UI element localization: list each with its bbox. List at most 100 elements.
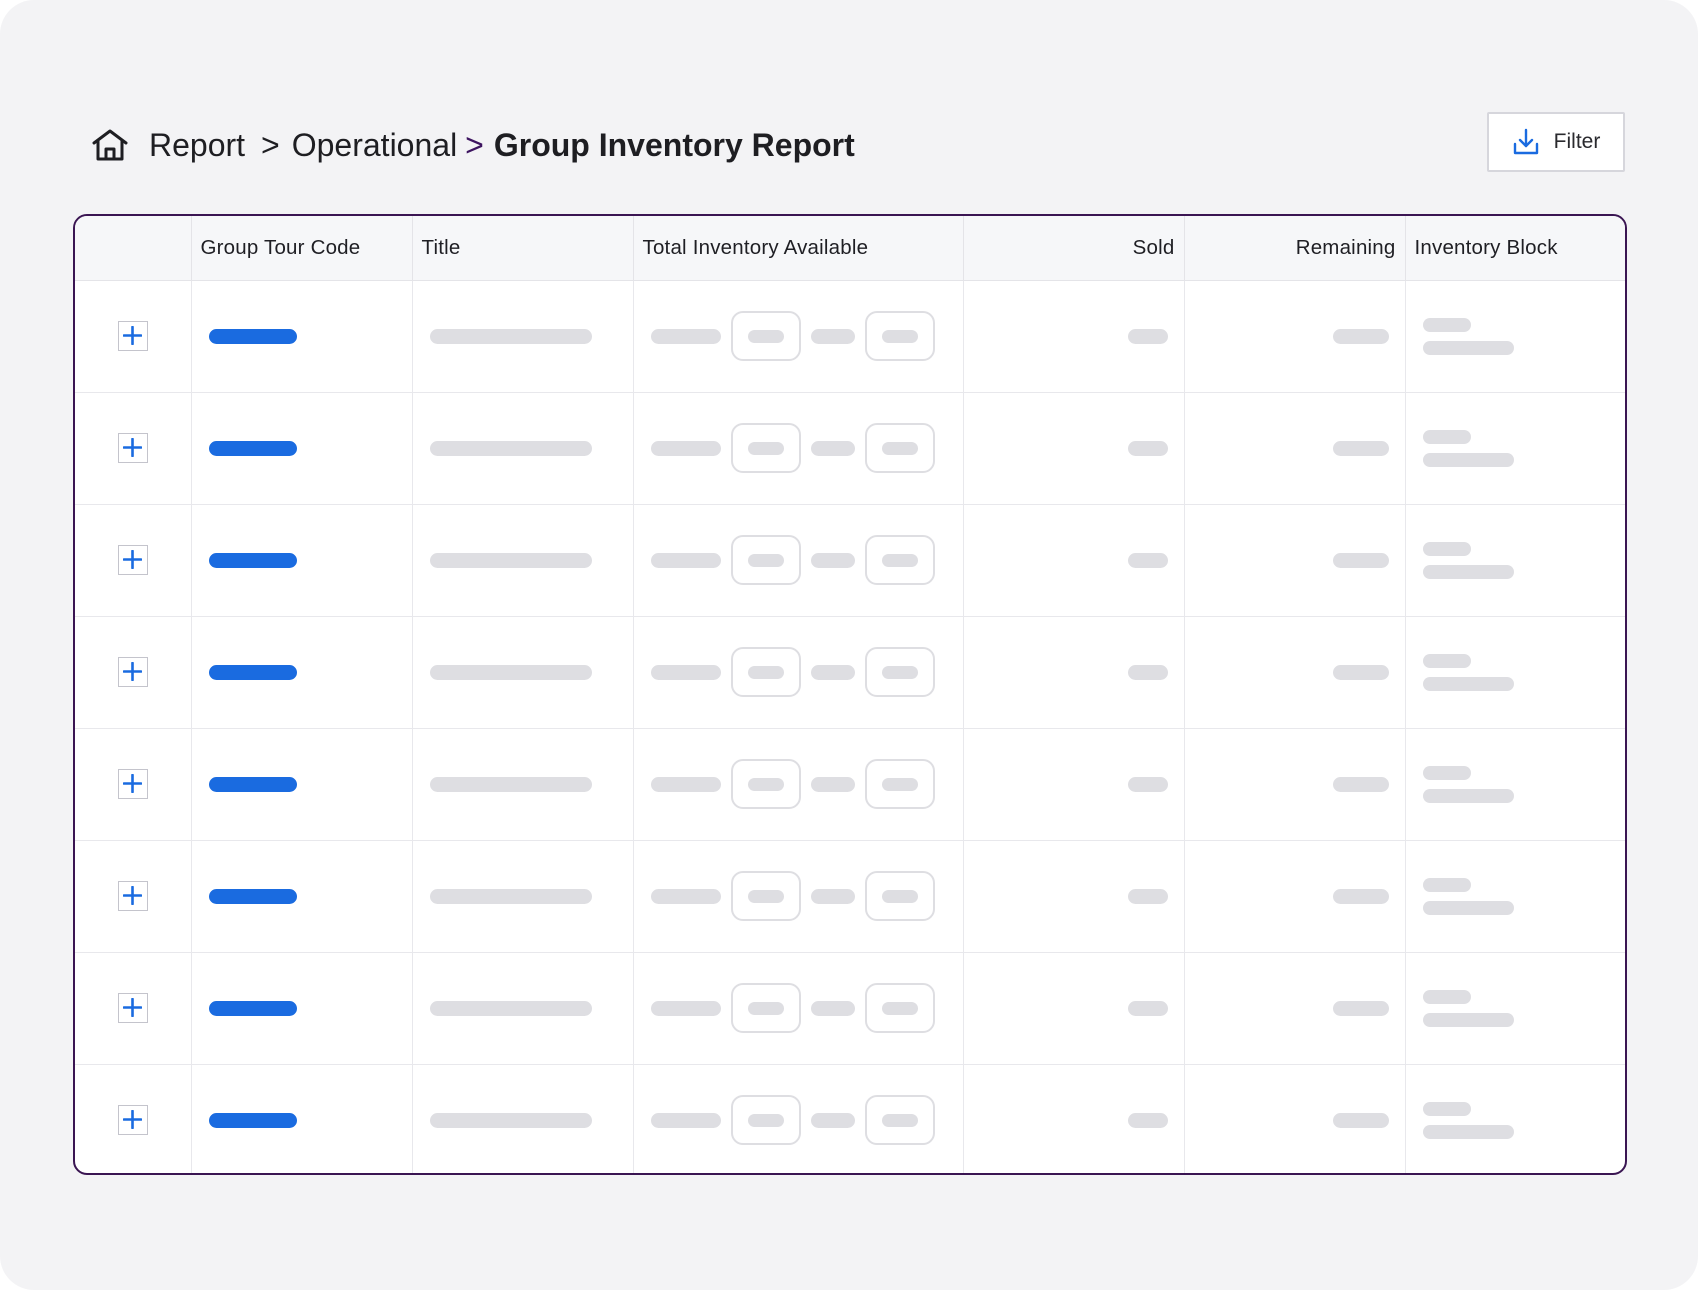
inventory-input-pill[interactable]: [864, 983, 935, 1033]
inventory-separator-placeholder: [810, 328, 855, 344]
group-tour-code-link-placeholder[interactable]: [208, 776, 297, 792]
sold-placeholder: [1127, 552, 1168, 568]
remaining-placeholder: [1332, 552, 1389, 568]
total-inventory-cell: [633, 616, 964, 729]
column-header-inventory-block[interactable]: Inventory Block: [1405, 216, 1625, 281]
group-tour-code-cell: [191, 728, 413, 841]
column-header-title[interactable]: Title: [412, 216, 634, 281]
column-header-group-tour-code[interactable]: Group Tour Code: [191, 216, 413, 281]
sold-cell: [963, 728, 1185, 841]
column-header-total-inventory-available[interactable]: Total Inventory Available: [633, 216, 964, 281]
group-tour-code-link-placeholder[interactable]: [208, 888, 297, 904]
expand-cell: [75, 616, 192, 729]
inventory-input-pill[interactable]: [730, 983, 801, 1033]
inventory-separator-placeholder: [810, 776, 855, 792]
remaining-cell: [1184, 1064, 1406, 1173]
table-row[interactable]: [75, 504, 1625, 617]
inventory-value-placeholder: [650, 328, 721, 344]
group-tour-code-link-placeholder[interactable]: [208, 1000, 297, 1016]
total-inventory-cell: [633, 392, 964, 505]
inventory-input-pill[interactable]: [864, 1095, 935, 1146]
title-placeholder: [429, 440, 592, 456]
home-icon[interactable]: [91, 128, 129, 162]
inventory-input-pill[interactable]: [864, 535, 935, 585]
column-header-sold[interactable]: Sold: [963, 216, 1185, 281]
inventory-block-placeholder: [1422, 429, 1471, 444]
inventory-input-pill[interactable]: [864, 311, 935, 361]
remaining-placeholder: [1332, 888, 1389, 904]
table-row[interactable]: [75, 1064, 1625, 1173]
table-row[interactable]: [75, 952, 1625, 1065]
expand-row-button[interactable]: [118, 321, 148, 351]
expand-cell: [75, 1064, 192, 1173]
inventory-input-pill[interactable]: [730, 1095, 801, 1146]
plus-icon: [123, 326, 142, 345]
inventory-block-placeholder: [1422, 1124, 1514, 1139]
inventory-block-placeholder: [1422, 877, 1471, 892]
inventory-input-pill[interactable]: [730, 535, 801, 585]
remaining-placeholder: [1332, 440, 1389, 456]
group-tour-code-link-placeholder[interactable]: [208, 664, 297, 680]
pill-value-placeholder: [747, 889, 784, 903]
total-inventory-cell: [633, 504, 964, 617]
expand-row-button[interactable]: [118, 881, 148, 911]
total-inventory-cell: [633, 840, 964, 953]
plus-icon: [123, 662, 142, 681]
title-placeholder: [429, 776, 592, 792]
filter-button[interactable]: Filter: [1487, 112, 1625, 172]
group-tour-code-link-placeholder[interactable]: [208, 552, 297, 568]
table-row[interactable]: [75, 616, 1625, 729]
inventory-input-pill[interactable]: [864, 759, 935, 809]
total-inventory-cell: [633, 1064, 964, 1173]
remaining-placeholder: [1332, 1112, 1389, 1128]
table-row[interactable]: [75, 280, 1625, 393]
breadcrumb-item-report[interactable]: Report: [149, 126, 246, 163]
remaining-cell: [1184, 392, 1406, 505]
sold-placeholder: [1127, 328, 1168, 344]
expand-row-button[interactable]: [118, 993, 148, 1023]
group-tour-code-cell: [191, 392, 413, 505]
table-row[interactable]: [75, 392, 1625, 505]
inventory-value-placeholder: [650, 440, 721, 456]
sold-cell: [963, 840, 1185, 953]
sold-placeholder: [1127, 664, 1168, 680]
expand-row-button[interactable]: [118, 1105, 148, 1136]
inventory-separator-placeholder: [810, 888, 855, 904]
inventory-input-pill[interactable]: [864, 423, 935, 473]
group-tour-code-cell: [191, 504, 413, 617]
inventory-block-cell: [1405, 840, 1625, 953]
breadcrumb-item-operational[interactable]: Operational: [291, 126, 458, 163]
inventory-input-pill[interactable]: [730, 871, 801, 921]
expand-row-button[interactable]: [118, 545, 148, 575]
column-header-expand: [75, 216, 192, 281]
sold-cell: [963, 280, 1185, 393]
inventory-input-pill[interactable]: [730, 647, 801, 697]
expand-row-button[interactable]: [118, 769, 148, 799]
inventory-input-pill[interactable]: [730, 759, 801, 809]
inventory-input-pill[interactable]: [730, 423, 801, 473]
expand-cell: [75, 280, 192, 393]
pill-value-placeholder: [747, 553, 784, 567]
group-tour-code-link-placeholder[interactable]: [208, 1112, 297, 1128]
table-body: [75, 280, 1625, 1173]
expand-row-button[interactable]: [118, 657, 148, 687]
inventory-input-pill[interactable]: [730, 311, 801, 361]
sold-cell: [963, 952, 1185, 1065]
breadcrumb-separator: >: [261, 126, 280, 163]
group-tour-code-link-placeholder[interactable]: [208, 328, 297, 344]
pill-value-placeholder: [881, 1001, 918, 1015]
inventory-input-pill[interactable]: [864, 647, 935, 697]
table-row[interactable]: [75, 728, 1625, 841]
expand-row-button[interactable]: [118, 433, 148, 463]
title-cell: [412, 392, 634, 505]
column-header-remaining[interactable]: Remaining: [1184, 216, 1406, 281]
group-tour-code-cell: [191, 840, 413, 953]
expand-cell: [75, 504, 192, 617]
expand-cell: [75, 840, 192, 953]
table-row[interactable]: [75, 840, 1625, 953]
sold-placeholder: [1127, 1000, 1168, 1016]
inventory-block-placeholder: [1422, 653, 1471, 668]
group-tour-code-link-placeholder[interactable]: [208, 440, 297, 456]
inventory-input-pill[interactable]: [864, 871, 935, 921]
